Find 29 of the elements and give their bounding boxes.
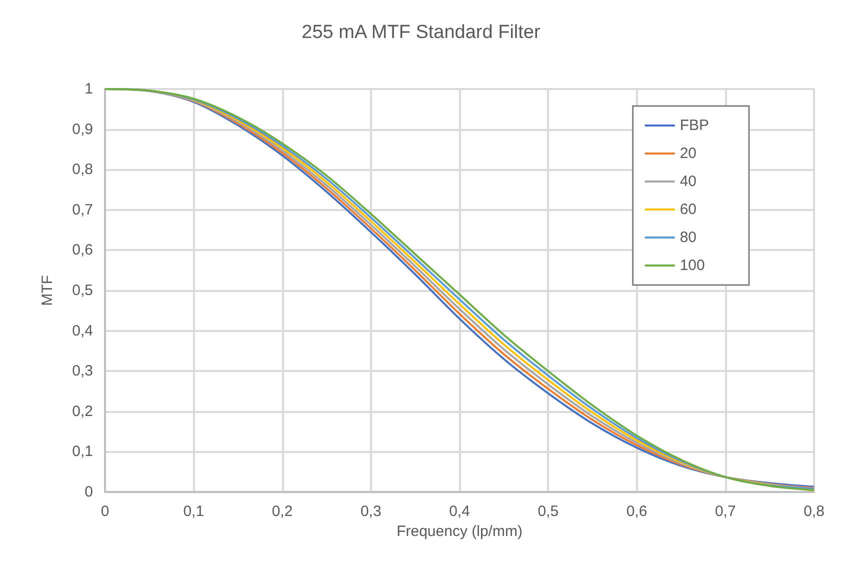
x-tick-label: 0 (100, 503, 110, 520)
legend-label: 100 (680, 257, 705, 274)
legend-label: 40 (680, 173, 697, 190)
y-tick-label: 0,5 (72, 282, 93, 299)
y-tick-label: 0,7 (72, 201, 93, 218)
legend-label: 20 (680, 145, 697, 162)
y-tick-label: 0,3 (72, 362, 93, 380)
y-tick-label: 0,8 (72, 161, 93, 178)
x-tick-label: 0,8 (804, 503, 824, 520)
y-tick-label: 0,4 (72, 322, 93, 340)
x-axis-title: Frequency (lp/mm) (396, 522, 522, 540)
chart-title: 255 mA MTF Standard Filter (302, 22, 541, 43)
x-tick-label: 0,6 (626, 503, 648, 520)
y-tick-label: 1 (84, 80, 93, 98)
legend-label: 60 (680, 201, 697, 218)
y-tick-label: 0,2 (72, 402, 93, 420)
y-tick-label: 0,9 (72, 120, 93, 138)
x-tick-label: 0,4 (449, 503, 470, 520)
y-axis-title: MTF (39, 275, 56, 306)
x-tick-label: 0,3 (360, 503, 382, 520)
x-tick-label: 0,2 (272, 503, 293, 520)
legend-label: FBP (680, 117, 710, 134)
y-tick-label: 0,1 (72, 443, 93, 460)
y-tick-label: 0 (84, 484, 93, 500)
legend-label: 80 (680, 229, 697, 246)
x-tick-label: 0,7 (714, 503, 736, 520)
x-tick-label: 0,1 (183, 503, 204, 520)
x-tick-label: 0,5 (538, 503, 559, 520)
y-tick-label: 0,6 (72, 242, 93, 259)
